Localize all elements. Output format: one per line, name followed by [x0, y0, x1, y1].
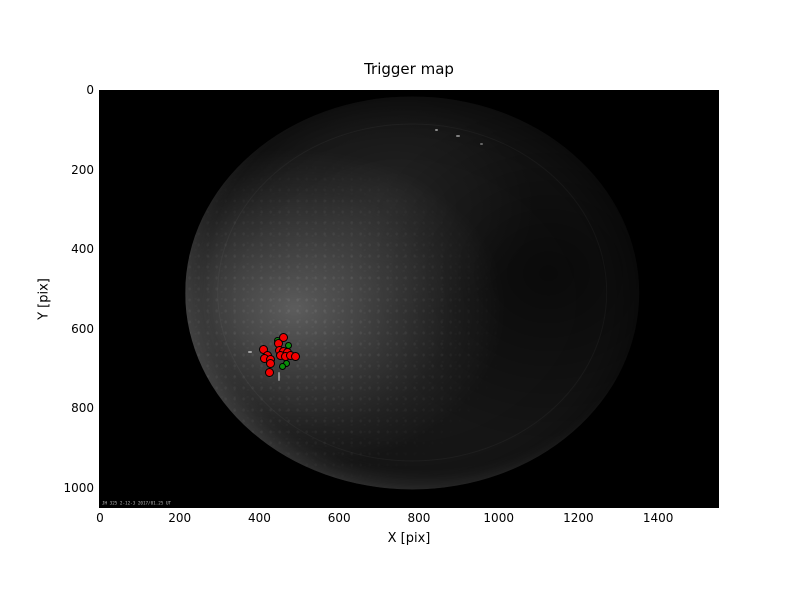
bright-speck: [480, 142, 484, 145]
x-tick-label: 800: [407, 511, 431, 525]
y-axis-label: Y [pix]: [36, 278, 52, 320]
x-axis-label: X [pix]: [387, 531, 431, 546]
x-tick-label: 400: [248, 511, 271, 525]
y-tick-label: 1000: [63, 481, 94, 496]
dome-rim-ring: [217, 123, 608, 462]
plot-area: JH 325 2-12-3 2017/01.25 UT: [99, 90, 719, 508]
timestamp-watermark: JH 325 2-12-3 2017/01.25 UT: [102, 500, 172, 506]
y-tick-label: 200: [71, 162, 94, 177]
secondary-points-marker: [285, 341, 293, 349]
x-tick-label: 0: [96, 511, 104, 525]
x-tick-label: 1200: [563, 511, 594, 525]
x-tick-label: 600: [327, 511, 351, 525]
trigger-points-marker: [279, 332, 289, 342]
y-tick-label: 600: [71, 321, 94, 336]
x-tick-label: 1000: [483, 511, 514, 525]
y-tick-label: 400: [71, 242, 94, 257]
chart-title: Trigger map: [364, 60, 454, 78]
bright-speck: [435, 128, 439, 131]
camera-field-disc: [185, 96, 639, 490]
trigger-points-marker: [290, 352, 300, 362]
trigger-points-marker: [266, 359, 276, 369]
bright-speck: [248, 350, 253, 353]
x-tick-label: 1400: [642, 511, 674, 525]
trigger-points-marker: [265, 367, 275, 377]
y-tick-label: 0: [86, 83, 94, 97]
y-tick-label: 800: [71, 401, 94, 416]
secondary-points-marker: [279, 363, 287, 371]
x-tick-label: 200: [168, 511, 192, 525]
bright-speck: [455, 134, 460, 137]
bright-speck: [277, 372, 280, 382]
